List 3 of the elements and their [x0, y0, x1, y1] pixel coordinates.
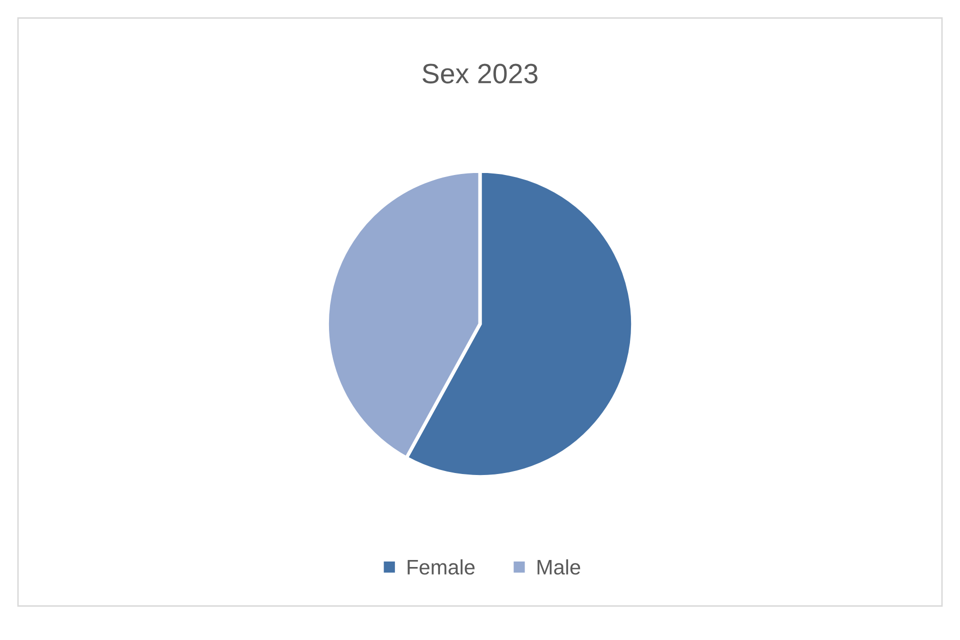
legend-label: Male: [538, 559, 580, 575]
legend-label: Female: [408, 559, 475, 575]
chart-title: Sex 2023: [422, 64, 538, 84]
